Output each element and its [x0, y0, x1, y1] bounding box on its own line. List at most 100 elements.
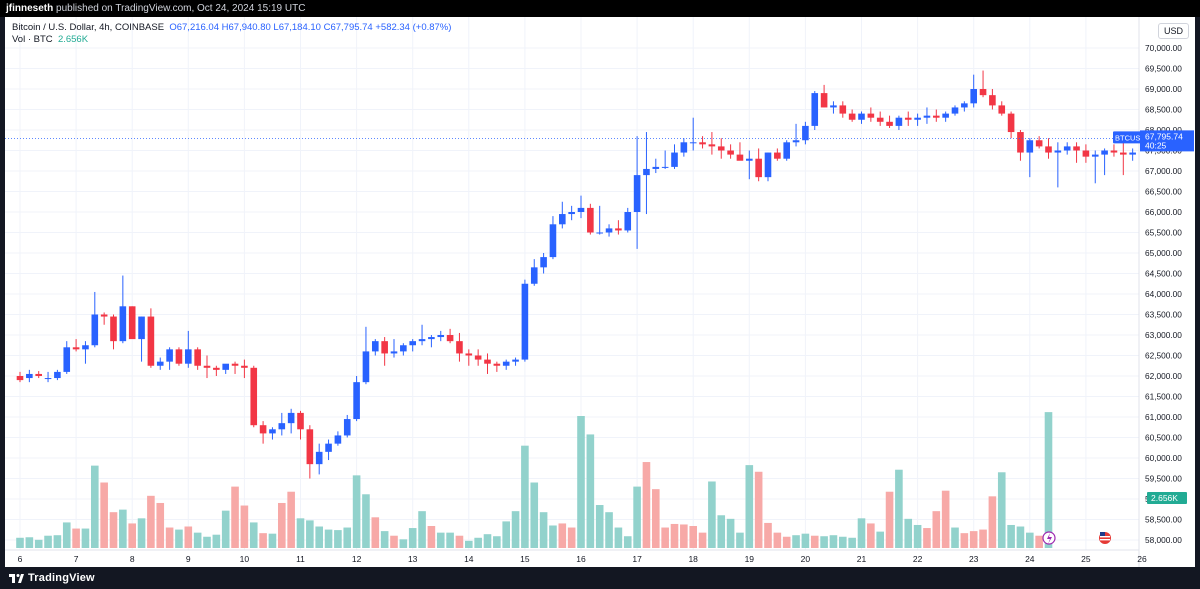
volume-bar[interactable]: [1044, 412, 1053, 548]
candle-body[interactable]: [185, 349, 192, 364]
volume-bar[interactable]: [465, 540, 473, 548]
candle-body[interactable]: [82, 345, 89, 350]
candle-body[interactable]: [1110, 150, 1118, 153]
volume-bar[interactable]: [782, 536, 791, 548]
candle-body[interactable]: [474, 355, 482, 360]
candle-body[interactable]: [409, 341, 416, 346]
candle-body[interactable]: [353, 382, 360, 420]
candle-body[interactable]: [259, 425, 267, 434]
candle-body[interactable]: [437, 335, 445, 338]
candle-body[interactable]: [203, 365, 211, 368]
volume-bar[interactable]: [951, 527, 959, 548]
volume-bar[interactable]: [343, 527, 352, 548]
candle-body[interactable]: [1054, 150, 1062, 153]
price-chart[interactable]: 70,000.00 69,500.00 69,000.00 68,500.00 68,0…: [5, 17, 1195, 567]
candle-body[interactable]: [979, 89, 987, 96]
symbol-legend[interactable]: Bitcoin / U.S. Dollar, 4h, COINBASE O67,…: [12, 22, 451, 33]
volume-bar[interactable]: [165, 527, 174, 548]
candle-body[interactable]: [222, 363, 230, 370]
candle-body[interactable]: [774, 152, 781, 159]
candle-body[interactable]: [568, 212, 575, 215]
volume-bar[interactable]: [698, 532, 707, 548]
volume-bar[interactable]: [81, 528, 90, 548]
candle-body[interactable]: [932, 115, 940, 118]
volume-bar[interactable]: [708, 481, 716, 548]
candle-body[interactable]: [764, 152, 772, 178]
volume-bar[interactable]: [979, 529, 987, 548]
candle-body[interactable]: [661, 166, 669, 168]
volume-bar[interactable]: [128, 523, 136, 548]
volume-bar[interactable]: [829, 535, 838, 548]
candle-body[interactable]: [128, 306, 136, 340]
volume-bar[interactable]: [717, 515, 726, 548]
volume-bar[interactable]: [1026, 532, 1034, 548]
volume-bar[interactable]: [689, 526, 697, 548]
volume-bar[interactable]: [408, 528, 417, 548]
candle-body[interactable]: [241, 365, 248, 368]
volume-bar[interactable]: [352, 475, 361, 548]
volume-bar[interactable]: [904, 518, 913, 548]
volume-bar[interactable]: [25, 537, 34, 548]
candle-body[interactable]: [250, 367, 258, 426]
volume-bar[interactable]: [633, 486, 641, 548]
candle-body[interactable]: [839, 105, 847, 114]
candle-body[interactable]: [418, 339, 426, 342]
volume-bar[interactable]: [595, 505, 604, 548]
candle-body[interactable]: [783, 142, 791, 159]
candle-body[interactable]: [895, 117, 903, 126]
candle-body[interactable]: [465, 353, 473, 356]
volume-bar[interactable]: [1016, 526, 1025, 548]
volume-bar[interactable]: [623, 536, 632, 548]
volume-bar[interactable]: [399, 539, 408, 548]
candle-body[interactable]: [325, 443, 332, 452]
candle-body[interactable]: [549, 224, 557, 258]
volume-bar[interactable]: [175, 529, 183, 548]
volume-bar[interactable]: [801, 533, 810, 548]
candle-body[interactable]: [119, 306, 127, 342]
volume-bar[interactable]: [988, 496, 997, 548]
volume-bar[interactable]: [792, 535, 800, 548]
volume-bar[interactable]: [62, 522, 71, 548]
candle-body[interactable]: [35, 373, 42, 376]
volume-bar[interactable]: [324, 529, 333, 548]
volume-bar[interactable]: [810, 535, 819, 548]
candle-body[interactable]: [830, 105, 837, 108]
volume-bar[interactable]: [549, 525, 557, 548]
candle-body[interactable]: [362, 351, 370, 383]
volume-bar[interactable]: [661, 527, 669, 548]
candle-body[interactable]: [689, 142, 697, 144]
volume-bar[interactable]: [736, 532, 744, 548]
candle-body[interactable]: [100, 314, 108, 317]
volume-bar[interactable]: [446, 532, 454, 548]
candle-body[interactable]: [1026, 140, 1034, 153]
volume-bar[interactable]: [923, 528, 931, 548]
candle-body[interactable]: [1091, 154, 1099, 157]
candle-body[interactable]: [802, 125, 809, 141]
candle-body[interactable]: [914, 117, 921, 120]
volume-bar[interactable]: [380, 531, 389, 548]
volume-bar[interactable]: [156, 502, 165, 548]
candle-body[interactable]: [596, 232, 603, 234]
volume-bar[interactable]: [511, 511, 520, 548]
volume-bar[interactable]: [221, 510, 230, 548]
candle-body[interactable]: [727, 150, 734, 155]
volume-bar[interactable]: [371, 517, 380, 548]
volume-bar[interactable]: [530, 482, 539, 548]
volume-bar[interactable]: [34, 539, 43, 548]
volume-bar[interactable]: [941, 490, 950, 548]
candle-body[interactable]: [858, 113, 865, 120]
candle-body[interactable]: [1129, 152, 1136, 155]
candle-body[interactable]: [371, 341, 379, 352]
volume-bar[interactable]: [306, 520, 314, 548]
candle-body[interactable]: [72, 347, 80, 350]
candle-body[interactable]: [633, 175, 641, 212]
volume-bar[interactable]: [16, 537, 24, 548]
volume-bar[interactable]: [913, 524, 922, 548]
volume-bar[interactable]: [193, 532, 202, 548]
volume-bar[interactable]: [436, 532, 445, 548]
candle-body[interactable]: [1082, 150, 1090, 157]
volume-bar[interactable]: [483, 534, 492, 548]
candle-body[interactable]: [540, 257, 547, 268]
volume-bar[interactable]: [287, 491, 295, 548]
volume-legend[interactable]: Vol · BTC 2.656K: [12, 34, 88, 45]
